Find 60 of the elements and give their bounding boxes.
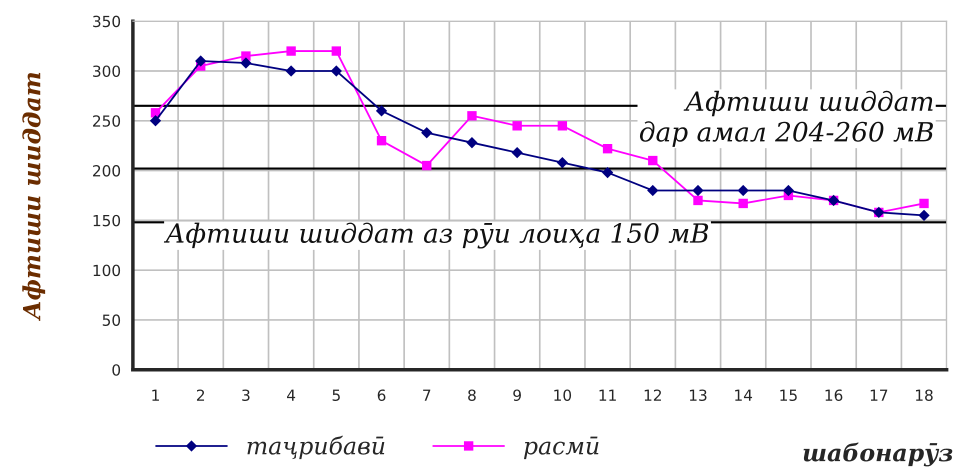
y-tick-label: 150 xyxy=(94,214,120,226)
legend-label: таҷрибавӣ xyxy=(247,436,384,460)
point xyxy=(467,111,477,120)
point xyxy=(466,137,478,148)
x-tick-label: 1 xyxy=(152,390,159,401)
point xyxy=(693,196,703,206)
x-tick-label: 17 xyxy=(870,390,888,401)
point xyxy=(738,185,749,196)
x-tick-label: 14 xyxy=(735,390,752,401)
point xyxy=(648,156,658,166)
x-tick-label: 4 xyxy=(287,390,296,401)
x-tick-label: 12 xyxy=(644,389,661,401)
x-tick-label: 15 xyxy=(780,390,797,402)
point xyxy=(286,66,297,76)
point xyxy=(556,157,568,168)
point xyxy=(376,136,386,146)
x-tick-label: 6 xyxy=(378,389,386,402)
x-tick-label: 3 xyxy=(242,389,250,402)
x-tick-label: 9 xyxy=(513,389,521,402)
point xyxy=(602,167,614,178)
annotation: Афтиши шиддат аз рӯи лоиҳа 150 мВ xyxy=(164,222,708,249)
point xyxy=(240,58,252,68)
point xyxy=(782,185,794,196)
point xyxy=(421,127,432,138)
y-tick-label: 300 xyxy=(93,65,120,78)
x-tick-label: 11 xyxy=(600,390,616,401)
x-tick-label: 16 xyxy=(826,389,842,402)
point xyxy=(647,185,658,196)
point xyxy=(150,115,161,126)
x-tick-label: 13 xyxy=(690,389,706,402)
x-axis-title: шабонарӯз xyxy=(804,442,952,466)
y-tick-label: 0 xyxy=(112,364,120,376)
y-tick-label: 350 xyxy=(93,16,120,28)
point xyxy=(738,198,748,208)
point xyxy=(512,147,523,158)
point xyxy=(422,160,432,170)
legend-label: расмӣ xyxy=(524,436,598,460)
y-tick-label: 250 xyxy=(93,115,120,127)
point xyxy=(919,198,929,208)
x-tick-label: 2 xyxy=(196,389,204,401)
x-tick-label: 8 xyxy=(468,389,476,402)
x-tick-label: 5 xyxy=(332,390,340,402)
point xyxy=(918,210,930,221)
x-tick-label: 18 xyxy=(916,389,933,402)
point xyxy=(286,46,296,56)
point xyxy=(692,185,704,196)
point xyxy=(330,66,342,76)
point xyxy=(195,56,206,66)
point xyxy=(512,121,522,130)
x-tick-label: 7 xyxy=(423,390,430,401)
y-tick-label: 100 xyxy=(94,264,120,276)
point xyxy=(558,121,568,130)
y-axis-title: Афтиши шиддат xyxy=(22,72,46,322)
point xyxy=(376,105,387,116)
x-tick-label: 10 xyxy=(554,389,572,402)
y-tick-label: 200 xyxy=(93,165,120,177)
point xyxy=(602,144,612,154)
point xyxy=(332,46,342,56)
y-tick-label: 50 xyxy=(102,314,120,326)
annotation: Афтиши шиддат дар амал 204-260 мВ xyxy=(640,90,933,147)
